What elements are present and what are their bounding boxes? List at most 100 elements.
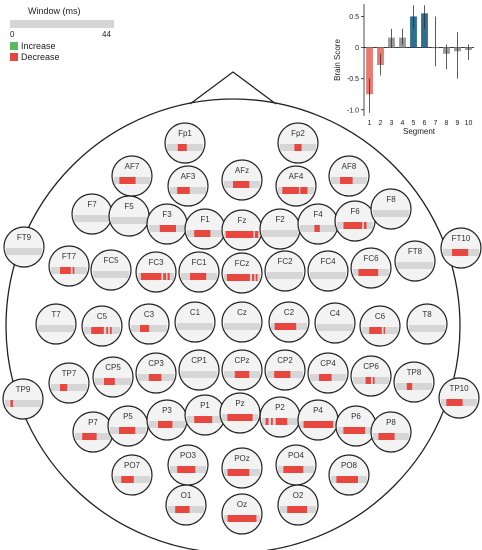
- electrode-label-tp9: TP9: [16, 385, 31, 394]
- bar-segment-5: [410, 16, 417, 48]
- window-max: 44: [102, 30, 111, 39]
- electrode-circle: [81, 305, 123, 347]
- decrease-segment: [190, 273, 207, 280]
- electrode-circle: [221, 349, 263, 391]
- electrode-circle: [167, 165, 209, 207]
- electrode-circle: [165, 484, 207, 526]
- electrode-fz: Fz: [221, 209, 263, 251]
- electrode-circle: [440, 227, 482, 269]
- y-tick-label: -0.5: [347, 76, 359, 83]
- decrease-segment: [378, 433, 395, 440]
- electrode-c4: C4: [314, 302, 356, 344]
- decrease-segment: [271, 418, 273, 425]
- electrode-circle: [135, 251, 177, 293]
- window-track: [409, 325, 445, 332]
- electrode-cp4: CP4: [307, 352, 349, 394]
- window-track: [267, 272, 303, 279]
- electrode-label-cp6: CP6: [363, 362, 379, 371]
- electrode-circle: [90, 249, 132, 291]
- electrode-pz: Pz: [219, 392, 261, 434]
- electrode-tp10: TP10: [438, 377, 480, 419]
- electrode-tp9: TP9: [2, 378, 44, 420]
- legend-decrease: Decrease: [10, 52, 60, 62]
- electrode-label-fp2: Fp2: [291, 129, 305, 138]
- electrode-label-afz: AFz: [235, 166, 249, 175]
- x-tick-label: 4: [401, 120, 405, 127]
- electrode-f5: F5: [108, 195, 150, 237]
- decrease-segment: [158, 421, 173, 428]
- decrease-segment: [121, 476, 134, 483]
- decrease-segment: [177, 187, 190, 194]
- electrode-po8: PO8: [328, 454, 370, 496]
- decrease-segment: [177, 466, 196, 473]
- x-tick-label: 1: [368, 120, 372, 127]
- increase-swatch: [10, 42, 18, 50]
- decrease-segment: [358, 269, 379, 276]
- electrode-t7: T7: [35, 303, 77, 345]
- electrode-p6: P6: [335, 405, 377, 447]
- electrode-o1: O1: [165, 484, 207, 526]
- electrode-fp2: Fp2: [277, 122, 319, 164]
- electrode-circle: [350, 355, 392, 397]
- electrode-c1: C1: [174, 301, 216, 343]
- head-outline: [5, 98, 461, 550]
- decrease-segment: [343, 427, 365, 434]
- electrode-ft9: FT9: [3, 226, 45, 268]
- decrease-segment: [109, 327, 112, 334]
- decrease-segment: [60, 384, 68, 391]
- electrode-p7: P7: [72, 411, 114, 453]
- decrease-segment: [175, 506, 190, 513]
- decrease-segment: [319, 374, 332, 381]
- decrease-segment: [452, 249, 469, 256]
- electrode-label-ft7: FT7: [62, 252, 77, 261]
- electrode-circle: [264, 349, 306, 391]
- electrode-label-f8: F8: [386, 195, 396, 204]
- window-track: [397, 262, 433, 269]
- electrode-label-cp5: CP5: [105, 363, 121, 372]
- x-tick-label: 2: [379, 120, 383, 127]
- electrode-fc3: FC3: [135, 251, 177, 293]
- decrease-segment: [406, 383, 413, 390]
- electrode-label-f2: F2: [275, 215, 285, 224]
- electrode-circle: [406, 303, 448, 345]
- electrode-label-ft9: FT9: [17, 233, 32, 242]
- electrode-c3: C3: [128, 303, 170, 345]
- legend-title: Window (ms): [28, 6, 81, 16]
- x-tick-label: 7: [434, 120, 438, 127]
- electrode-fc1: FC1: [178, 251, 220, 293]
- y-tick-label: 0.5: [349, 14, 359, 21]
- window-track: [51, 384, 87, 391]
- decrease-segment: [383, 327, 386, 334]
- window-track: [396, 383, 432, 390]
- electrode-f3: F3: [146, 203, 188, 245]
- decrease-segment: [300, 187, 308, 194]
- electrode-label-ft10: FT10: [452, 234, 471, 243]
- electrode-circle: [394, 240, 436, 282]
- electrode-circle: [221, 447, 263, 489]
- decrease-segment: [82, 433, 97, 440]
- window-track: [5, 400, 41, 407]
- electrode-label-fc5: FC5: [103, 256, 119, 265]
- electrode-po7: PO7: [111, 454, 153, 496]
- electrode-label-af7: AF7: [125, 162, 140, 171]
- decrease-segment: [234, 371, 250, 378]
- electrode-cp3: CP3: [135, 352, 177, 394]
- decrease-segment: [275, 418, 288, 425]
- x-axis-title: Segment: [403, 127, 436, 136]
- electrode-circle: [178, 349, 220, 391]
- electrode-circle: [277, 484, 319, 526]
- electrode-circle: [48, 362, 90, 404]
- brain-score-chart: 0.5 0 -0.5 -1.0 1 2 3 4 5 6 7 8 9 10 Segment Brain Scor…: [333, 4, 474, 136]
- x-tick-label: 8: [445, 120, 449, 127]
- decrease-segment: [255, 274, 258, 281]
- window-track: [310, 272, 346, 279]
- decrease-segment: [294, 144, 302, 151]
- electrode-label-cpz: CPz: [234, 356, 249, 365]
- electrode-circle: [135, 352, 177, 394]
- electrode-fp1: Fp1: [164, 122, 206, 164]
- electrode-label-af3: AF3: [181, 172, 196, 181]
- decrease-segment: [177, 144, 187, 151]
- decrease-segment: [303, 421, 334, 428]
